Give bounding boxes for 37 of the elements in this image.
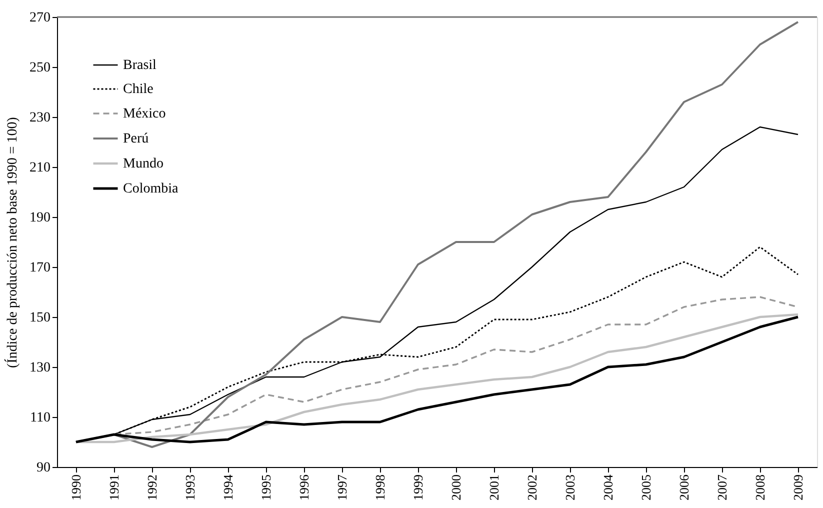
y-tick-label: 150 xyxy=(30,310,50,326)
x-tick-label: 2009 xyxy=(790,474,806,500)
y-axis-title: (Índice de producción neto base 1990 = 100) xyxy=(4,116,20,368)
legend-label: Colombia xyxy=(123,182,180,196)
x-tick-label: 2002 xyxy=(524,474,540,500)
legend-label: Mundo xyxy=(123,156,164,172)
legend-label: México xyxy=(123,106,166,122)
x-tick-label: 1995 xyxy=(258,474,274,500)
x-tick-label: 2004 xyxy=(600,474,616,500)
y-tick-label: 250 xyxy=(30,60,50,76)
legend-label: Perú xyxy=(123,132,149,146)
y-tick-label: 190 xyxy=(30,210,50,226)
y-tick-label: 170 xyxy=(30,260,50,276)
x-tick-label: 2003 xyxy=(562,474,578,500)
x-tick-label: 2008 xyxy=(752,474,768,500)
x-tick-label: 2000 xyxy=(448,474,464,500)
x-tick-label: 2005 xyxy=(638,474,654,500)
x-tick-label: 1992 xyxy=(144,474,160,500)
y-tick-label: 90 xyxy=(36,460,50,476)
y-tick-label: 210 xyxy=(30,160,50,176)
x-tick-label: 2006 xyxy=(676,474,692,500)
y-tick-label: 230 xyxy=(30,110,50,126)
x-tick-label: 1991 xyxy=(106,474,122,500)
legend-label: Chile xyxy=(123,82,154,97)
x-tick-label: 1997 xyxy=(334,474,350,500)
x-tick-label: 2007 xyxy=(714,474,730,500)
y-tick-label: 110 xyxy=(30,410,50,426)
y-tick-label: 270 xyxy=(30,10,50,26)
x-tick-label: 1996 xyxy=(296,474,312,500)
x-tick-label: 1993 xyxy=(182,474,198,500)
legend-label: Brasil xyxy=(123,58,157,73)
x-tick-label: 1999 xyxy=(410,474,426,500)
x-tick-label: 2001 xyxy=(486,474,502,500)
x-tick-label: 1990 xyxy=(68,474,84,500)
x-tick-label: 1998 xyxy=(372,474,388,500)
y-tick-label: 130 xyxy=(30,360,50,376)
x-tick-label: 1994 xyxy=(220,474,236,500)
